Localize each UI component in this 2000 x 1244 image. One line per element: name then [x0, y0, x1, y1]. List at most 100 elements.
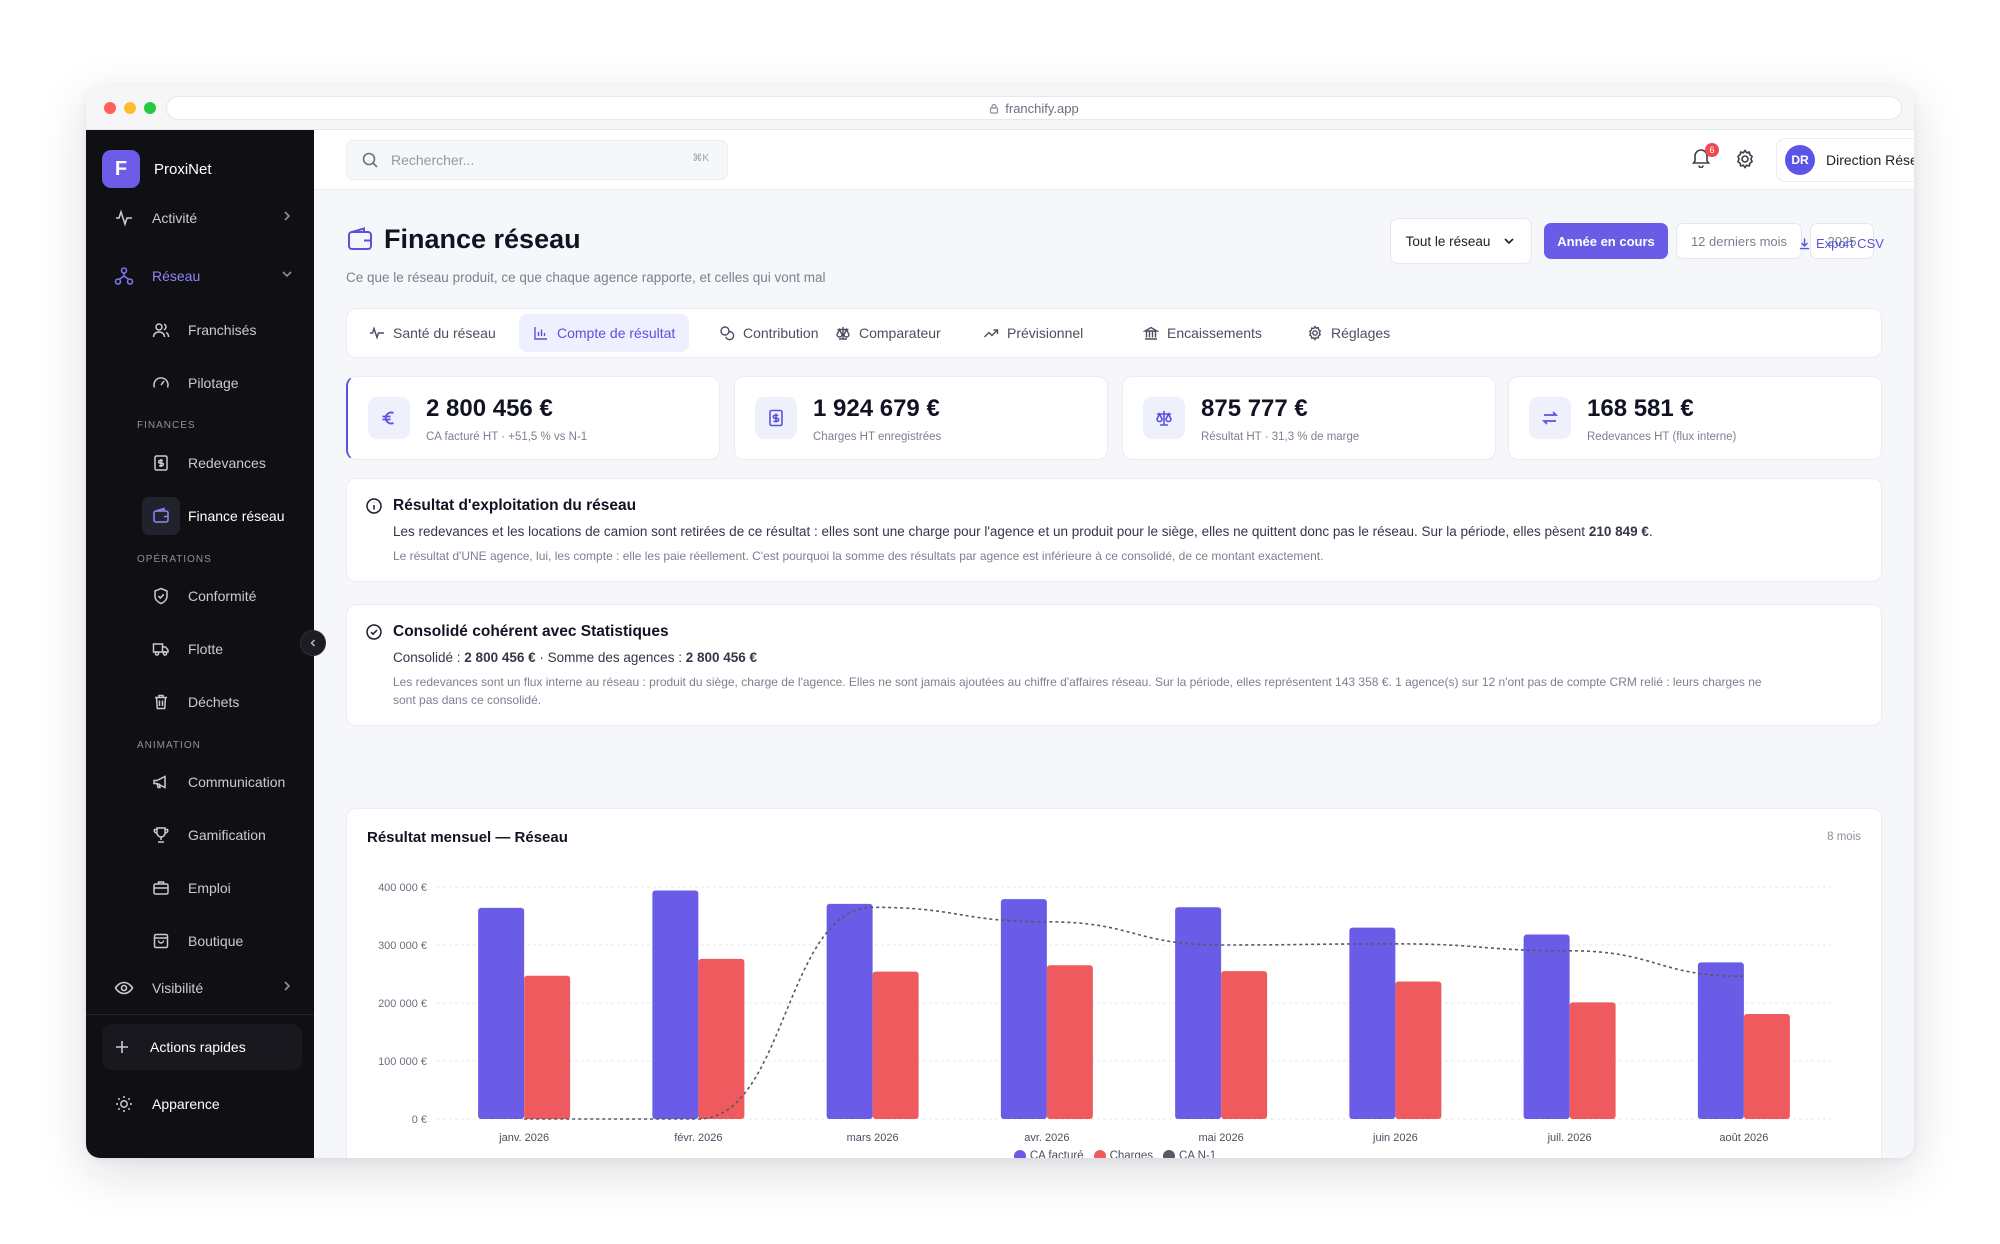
address-bar[interactable]: franchify.app	[166, 96, 1902, 120]
close-window-dot[interactable]	[104, 102, 116, 114]
somme-value: 2 800 456 €	[685, 650, 758, 665]
sidebar-item-finance-reseau[interactable]: Finance réseau	[142, 496, 302, 536]
info-text-end: .	[1648, 524, 1653, 539]
legend-item[interactable]: Charges	[1093, 1150, 1153, 1158]
scope-select[interactable]: Tout le réseau	[1390, 218, 1532, 264]
check-note-line-2: sont pas dans ce consolidé.	[393, 693, 542, 707]
sidebar-item-gamification[interactable]: Gamification	[146, 815, 302, 855]
search-icon	[362, 152, 378, 168]
actions-rapides-button[interactable]: Actions rapides	[102, 1024, 302, 1070]
tab-label: Comparateur	[859, 325, 941, 341]
tab-contribution[interactable]: Contribution	[705, 314, 833, 352]
tab-label: Encaissements	[1167, 325, 1262, 341]
eye-icon	[112, 976, 136, 1000]
brand[interactable]: F ProxiNet	[102, 150, 212, 188]
legend-item[interactable]: CA N-1	[1163, 1150, 1216, 1158]
info-text-amount: 210 849 €	[1588, 524, 1649, 539]
sidebar-item-label: Finance réseau	[188, 508, 285, 524]
trending-up-icon	[984, 329, 999, 338]
chart-title: Résultat mensuel — Réseau	[367, 829, 568, 846]
settings-button[interactable]	[1734, 148, 1758, 172]
sidebar-item-conformite[interactable]: Conformité	[146, 576, 302, 616]
plus-icon	[110, 1035, 134, 1059]
bar-charges	[872, 971, 919, 1119]
chevron-down-icon	[282, 271, 292, 278]
maximize-window-dot[interactable]	[144, 102, 156, 114]
stat-card-ca: 2 800 456 € CA facturé HT · +51,5 % vs N…	[346, 376, 720, 460]
sidebar-item-reseau[interactable]: Réseau	[112, 258, 302, 294]
sidebar-item-flotte[interactable]: Flotte	[146, 629, 302, 669]
user-menu[interactable]: DR Direction Réseau	[1776, 138, 1914, 182]
brand-logo: F	[102, 150, 140, 188]
sidebar-item-dechets[interactable]: Déchets	[146, 682, 302, 722]
chevron-left-icon	[310, 639, 316, 647]
bar-charges	[1743, 1014, 1790, 1119]
y-tick-label: 200 000 €	[378, 998, 427, 1010]
truck-icon	[146, 637, 176, 661]
export-csv-label: Export CSV	[1816, 236, 1884, 251]
section-label-operations: OPÉRATIONS	[137, 554, 212, 565]
stat-label: Charges HT enregistrées	[813, 431, 942, 443]
sidebar-item-franchises[interactable]: Franchisés	[146, 310, 302, 350]
chevron-right-icon	[284, 981, 291, 991]
tab-compte-resultat[interactable]: Compte de résultat	[519, 314, 690, 352]
legend-item[interactable]: CA facturé	[1013, 1150, 1084, 1158]
stat-card-redevances: 168 581 € Redevances HT (flux interne)	[1508, 376, 1882, 460]
notifications-button[interactable]: 6	[1690, 143, 1719, 172]
chart-legend: CA facturé Charges CA N-1	[347, 1150, 1883, 1158]
sidebar-item-label: Redevances	[188, 455, 266, 471]
minimize-window-dot[interactable]	[124, 102, 136, 114]
shopping-bag-icon	[146, 929, 176, 953]
browser-window: franchify.app F ProxiNet Activité Réseau…	[86, 86, 1914, 1158]
tab-label: Compte de résultat	[557, 325, 676, 341]
bar-ca-facture	[1000, 899, 1047, 1119]
collapse-sidebar-button[interactable]	[300, 630, 326, 656]
bar-ca-facture	[826, 903, 873, 1119]
stat-value: 168 581 €	[1587, 395, 1694, 422]
check-circle-icon	[366, 624, 382, 640]
sidebar-item-pilotage[interactable]: Pilotage	[146, 363, 302, 403]
period-current-button[interactable]: Année en cours	[1544, 223, 1668, 259]
period-year-button[interactable]: 2025	[1810, 223, 1874, 259]
tab-encaissements[interactable]: Encaissements	[1129, 314, 1276, 352]
apparence-toggle[interactable]: Apparence	[112, 1086, 302, 1122]
sidebar-item-label: Déchets	[188, 694, 240, 710]
receipt-icon	[755, 397, 797, 439]
sidebar-item-activite[interactable]: Activité	[112, 200, 302, 236]
tab-previsionnel[interactable]: Prévisionnel	[969, 314, 1097, 352]
info-card: Résultat d'exploitation du réseau Les re…	[346, 478, 1882, 582]
info-icon	[366, 498, 382, 514]
sidebar: F ProxiNet Activité Réseau Franchisés Pi…	[86, 130, 314, 1158]
legend-label: CA facturé	[1029, 1150, 1084, 1158]
sun-icon	[112, 1092, 136, 1116]
x-tick-label: févr. 2026	[674, 1132, 722, 1144]
sidebar-item-label: Gamification	[188, 827, 266, 843]
tab-reglages[interactable]: Réglages	[1293, 314, 1404, 352]
search-box[interactable]: ⌘K	[346, 140, 728, 180]
tab-comparateur[interactable]: Comparateur	[821, 314, 955, 352]
x-tick-label: janv. 2026	[498, 1132, 549, 1144]
sidebar-item-visibilite[interactable]: Visibilité	[112, 970, 302, 1006]
chevron-down-icon	[1504, 238, 1514, 245]
stat-value: 1 924 679 €	[813, 395, 940, 422]
stat-value: 2 800 456 €	[426, 395, 553, 422]
sidebar-item-redevances[interactable]: Redevances	[146, 443, 302, 483]
period-12m-button[interactable]: 12 derniers mois	[1676, 223, 1802, 259]
sidebar-item-emploi[interactable]: Emploi	[146, 868, 302, 908]
gauge-icon	[146, 371, 176, 395]
browser-titlebar: franchify.app	[86, 86, 1914, 130]
lock-icon	[990, 103, 999, 114]
megaphone-icon	[146, 770, 176, 794]
sidebar-item-boutique[interactable]: Boutique	[146, 921, 302, 961]
trash-icon	[146, 690, 176, 714]
tab-label: Santé du réseau	[393, 325, 496, 341]
tab-sante-reseau[interactable]: Santé du réseau	[355, 314, 510, 352]
gear-icon	[1308, 325, 1322, 341]
sidebar-item-label: Actions rapides	[150, 1039, 246, 1055]
briefcase-icon	[146, 876, 176, 900]
stat-label: Résultat HT · 31,3 % de marge	[1201, 431, 1360, 443]
bell-icon	[1691, 149, 1711, 169]
sidebar-item-communication[interactable]: Communication	[146, 762, 302, 802]
export-csv-button[interactable]: Export CSV	[1798, 236, 1884, 251]
search-input[interactable]	[391, 152, 671, 168]
